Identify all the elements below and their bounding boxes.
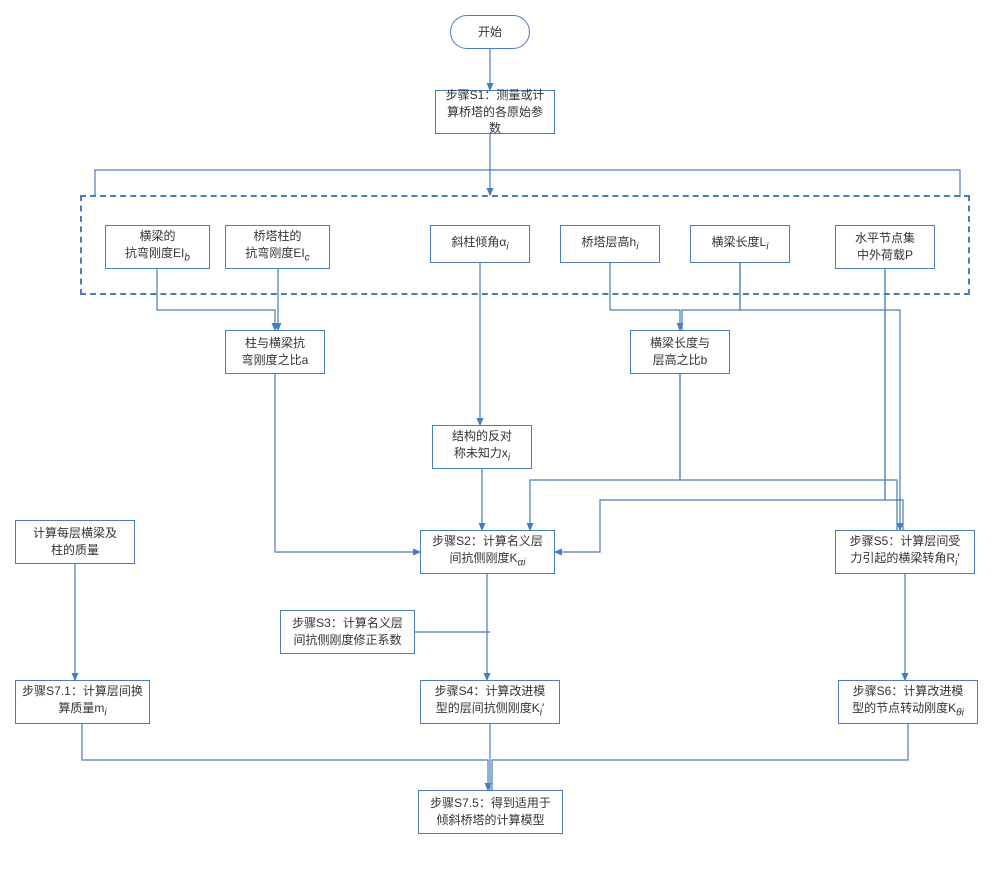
s71-label: 步骤S7.1：计算层间换算质量mi xyxy=(22,683,143,720)
mass-calc: 计算每层横梁及柱的质量 xyxy=(15,520,135,564)
start-node: 开始 xyxy=(450,15,530,49)
step-s75: 步骤S7.5：得到适用于倾斜桥塔的计算模型 xyxy=(418,790,563,834)
ratio-a-label: 柱与横梁抗弯刚度之比a xyxy=(242,335,309,369)
step-s4: 步骤S4：计算改进模型的层间抗侧刚度Ki′ xyxy=(420,680,560,724)
start-label: 开始 xyxy=(478,24,502,41)
ratio-b: 横梁长度与层高之比b xyxy=(630,330,730,374)
s1-label: 步骤S1：测量或计算桥塔的各原始参数 xyxy=(442,87,548,137)
param-incline-angle: 斜柱倾角αi xyxy=(430,225,530,263)
p4-label: 桥塔层高hi xyxy=(582,234,639,254)
ratio-a: 柱与横梁抗弯刚度之比a xyxy=(225,330,325,374)
anti-label: 结构的反对称未知力xi xyxy=(452,428,512,465)
step-s71: 步骤S7.1：计算层间换算质量mi xyxy=(15,680,150,724)
step-s2: 步骤S2：计算名义层间抗侧刚度Kαi xyxy=(420,530,555,574)
s6-label: 步骤S6：计算改进模型的节点转动刚度Kθi xyxy=(852,683,964,720)
step-s1: 步骤S1：测量或计算桥塔的各原始参数 xyxy=(435,90,555,134)
s3-label: 步骤S3：计算名义层间抗侧刚度修正系数 xyxy=(292,615,403,649)
param-column-ei: 桥塔柱的抗弯刚度EIc xyxy=(225,225,330,269)
param-beam-length: 横梁长度Li xyxy=(690,225,790,263)
p1-label: 横梁的抗弯刚度EIb xyxy=(125,228,190,265)
step-s6: 步骤S6：计算改进模型的节点转动刚度Kθi xyxy=(838,680,978,724)
ratio-b-label: 横梁长度与层高之比b xyxy=(650,335,710,369)
mass-label: 计算每层横梁及柱的质量 xyxy=(33,525,117,559)
s4-label: 步骤S4：计算改进模型的层间抗侧刚度Ki′ xyxy=(435,683,546,720)
antisym-force: 结构的反对称未知力xi xyxy=(432,425,532,469)
s75-label: 步骤S7.5：得到适用于倾斜桥塔的计算模型 xyxy=(430,795,551,829)
step-s5: 步骤S5：计算层间受力引起的横梁转角Ri′ xyxy=(835,530,975,574)
step-s3: 步骤S3：计算名义层间抗侧刚度修正系数 xyxy=(280,610,415,654)
param-beam-ei: 横梁的抗弯刚度EIb xyxy=(105,225,210,269)
param-load-p: 水平节点集中外荷载P xyxy=(835,225,935,269)
s2-label: 步骤S2：计算名义层间抗侧刚度Kαi xyxy=(432,533,543,570)
p3-label: 斜柱倾角αi xyxy=(451,234,508,254)
p2-label: 桥塔柱的抗弯刚度EIc xyxy=(245,228,309,265)
param-story-height: 桥塔层高hi xyxy=(560,225,660,263)
p6-label: 水平节点集中外荷载P xyxy=(855,230,915,264)
s5-label: 步骤S5：计算层间受力引起的横梁转角Ri′ xyxy=(850,533,961,570)
p5-label: 横梁长度Li xyxy=(712,234,769,254)
